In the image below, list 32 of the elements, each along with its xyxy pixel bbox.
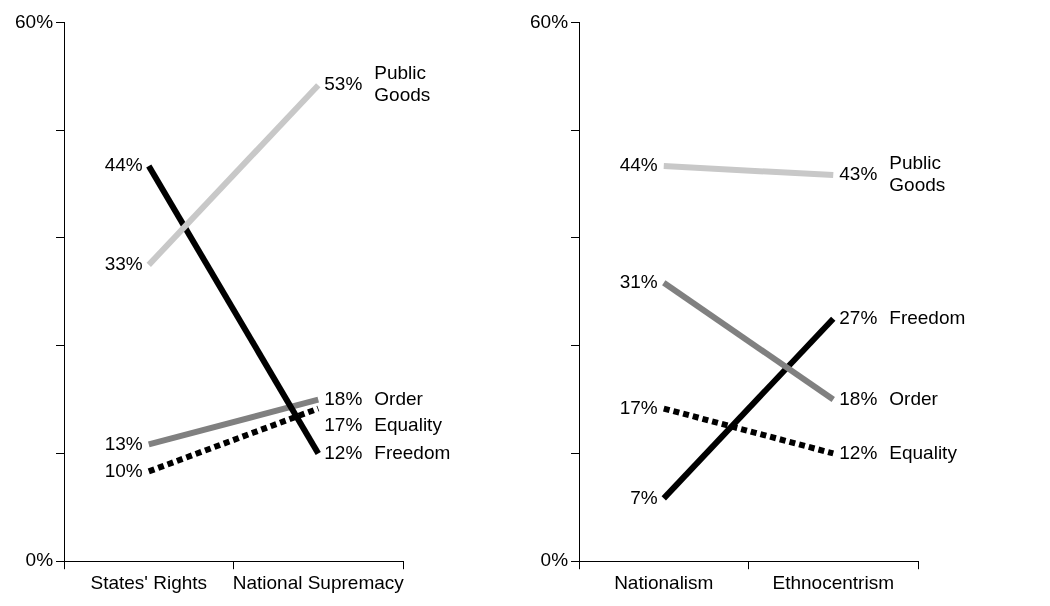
text: Freedom — [889, 306, 966, 328]
y-tick-label: 0% — [540, 549, 569, 571]
data-label: 27% — [839, 306, 878, 328]
data-label: 43% — [839, 163, 878, 185]
text: Order — [374, 387, 424, 409]
data-label: 44% — [619, 154, 658, 176]
text: Public Goods — [374, 62, 431, 106]
text: Equality — [374, 413, 443, 435]
y-tick-label: 60% — [15, 10, 54, 32]
data-label: 53% — [324, 73, 363, 95]
x-tick-label: National Supremacy — [232, 571, 405, 593]
text: Freedom — [374, 441, 451, 463]
text: Equality — [889, 441, 958, 463]
data-label: 44% — [104, 154, 143, 176]
data-label: 12% — [839, 441, 878, 463]
data-label: 33% — [104, 253, 143, 275]
x-tick-label: Ethnocentrism — [772, 571, 894, 593]
data-label: 17% — [324, 413, 363, 435]
data-label: 13% — [104, 432, 143, 454]
data-label: 10% — [104, 459, 143, 481]
data-label: 18% — [839, 387, 878, 409]
data-label: 7% — [630, 486, 658, 508]
x-tick-label: States' Rights — [90, 571, 208, 593]
text: Order — [889, 387, 939, 409]
y-tick-label: 0% — [25, 549, 54, 571]
data-label: 31% — [619, 271, 658, 293]
x-tick-label: Nationalism — [614, 571, 714, 593]
data-label: 17% — [619, 396, 658, 418]
data-label: 18% — [324, 387, 363, 409]
y-tick-label: 60% — [530, 10, 569, 32]
data-label: 12% — [324, 441, 363, 463]
text: Public Goods — [889, 152, 946, 196]
